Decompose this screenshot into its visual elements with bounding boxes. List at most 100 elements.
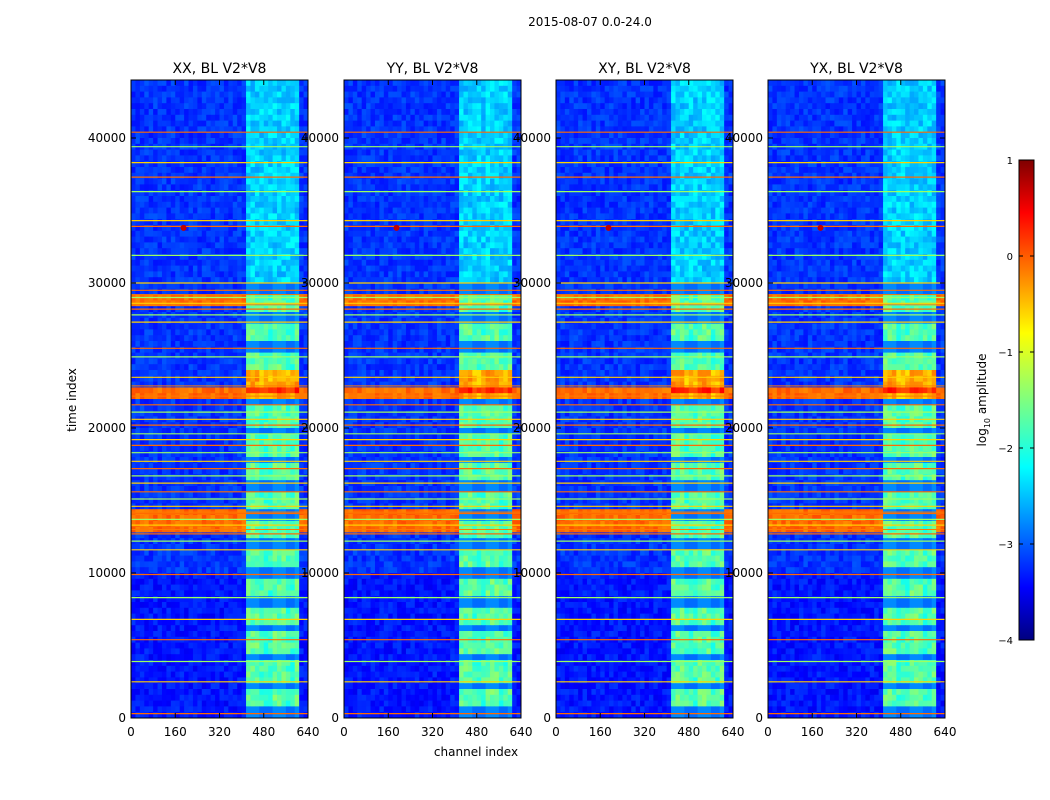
heatmap-cell — [139, 346, 145, 353]
heatmap-cell — [250, 578, 256, 585]
heatmap-cell — [237, 329, 243, 336]
heatmap-cell — [192, 248, 198, 255]
heatmap-cell — [201, 410, 207, 417]
heatmap-cell — [201, 375, 207, 382]
heatmap-cell — [223, 317, 229, 324]
heatmap-cell — [397, 97, 402, 104]
heatmap-cell — [277, 642, 282, 649]
heatmap-cell — [170, 219, 176, 226]
heatmap-cell — [463, 85, 469, 92]
heatmap-cell — [144, 671, 150, 678]
heatmap-cell — [131, 573, 136, 580]
heatmap-cell — [170, 706, 176, 713]
heatmap-cell — [303, 439, 309, 446]
heatmap-cell — [237, 161, 243, 168]
heatmap-cell — [388, 85, 394, 92]
heatmap-cell — [445, 114, 451, 121]
heatmap-cell — [201, 172, 207, 179]
heatmap-cell — [157, 567, 163, 574]
heatmap-cell — [201, 358, 207, 365]
heatmap-cell — [232, 712, 238, 719]
heatmap-cell — [259, 555, 265, 562]
heatmap-cell — [285, 712, 291, 719]
heatmap-cell — [228, 578, 234, 585]
heatmap-cell — [184, 190, 189, 197]
heatmap-cell — [131, 520, 136, 527]
heatmap-cell — [188, 178, 194, 185]
heatmap-cell — [281, 660, 287, 667]
heatmap-cell — [206, 271, 212, 278]
heatmap-cell — [241, 445, 247, 452]
heatmap-cell — [281, 555, 287, 562]
heatmap-cell — [277, 631, 282, 638]
heatmap-cell — [166, 665, 172, 672]
heatmap-cell — [463, 103, 469, 110]
heatmap-cell — [272, 219, 278, 226]
heatmap-cell — [148, 161, 154, 168]
heatmap-cell — [228, 271, 234, 278]
heatmap-cell — [237, 323, 243, 330]
heatmap-cell — [503, 120, 509, 127]
heatmap-cell — [436, 126, 442, 133]
heatmap-cell — [206, 625, 212, 632]
heatmap-cell — [299, 85, 304, 92]
heatmap-cell — [294, 317, 300, 324]
heatmap-cell — [246, 694, 251, 701]
heatmap-cell — [210, 694, 216, 701]
heatmap-cell — [184, 277, 189, 284]
heatmap-cell — [428, 97, 433, 104]
heatmap-cell — [277, 352, 282, 359]
heatmap-cell — [277, 329, 282, 336]
heatmap-cell — [277, 85, 282, 92]
heatmap-cell — [144, 196, 150, 203]
heatmap-cell — [241, 497, 247, 504]
heatmap-cell — [383, 109, 389, 116]
heatmap-cell — [357, 80, 363, 87]
heatmap-cell — [184, 561, 189, 568]
heatmap-cell — [250, 590, 256, 597]
heatmap-cell — [357, 85, 363, 92]
heatmap-cell — [281, 283, 287, 290]
heatmap-cell — [467, 85, 473, 92]
heatmap-cell — [157, 120, 163, 127]
heatmap-cell — [153, 149, 158, 156]
heatmap-cell — [197, 555, 203, 562]
heatmap-cell — [144, 329, 150, 336]
heatmap-cell — [215, 329, 220, 336]
heatmap-cell — [192, 161, 198, 168]
heatmap-cell — [516, 132, 522, 139]
heatmap-cell — [294, 161, 300, 168]
heatmap-cell — [246, 706, 251, 713]
heatmap-cell — [383, 149, 389, 156]
heatmap-cell — [232, 602, 238, 609]
heatmap-cell — [281, 138, 287, 145]
heatmap-cell — [294, 671, 300, 678]
heatmap-cell — [188, 103, 194, 110]
heatmap-cell — [139, 335, 145, 342]
heatmap-cell — [170, 254, 176, 261]
heatmap-cell — [246, 439, 251, 446]
heatmap-cell — [259, 335, 265, 342]
heatmap-cell — [254, 358, 260, 365]
heatmap-cell — [272, 700, 278, 707]
heatmap-cell — [237, 126, 243, 133]
heatmap-cell — [241, 683, 247, 690]
heatmap-cell — [188, 358, 194, 365]
heatmap-cell — [188, 329, 194, 336]
heatmap-cell — [175, 607, 181, 614]
heatmap-cell — [237, 654, 243, 661]
heatmap-cell — [184, 445, 189, 452]
heatmap-cell — [290, 573, 296, 580]
heatmap-cell — [303, 515, 309, 522]
heatmap-cell — [263, 254, 269, 261]
heatmap-cell — [285, 410, 291, 417]
heatmap-cell — [179, 561, 185, 568]
heatmap-cell — [263, 410, 269, 417]
heatmap-cell — [157, 625, 163, 632]
heatmap-cell — [170, 561, 176, 568]
heatmap-cell — [232, 271, 238, 278]
heatmap-cell — [352, 138, 358, 145]
heatmap-cell — [299, 602, 304, 609]
heatmap-cell — [219, 590, 225, 597]
heatmap-cell — [507, 132, 513, 139]
